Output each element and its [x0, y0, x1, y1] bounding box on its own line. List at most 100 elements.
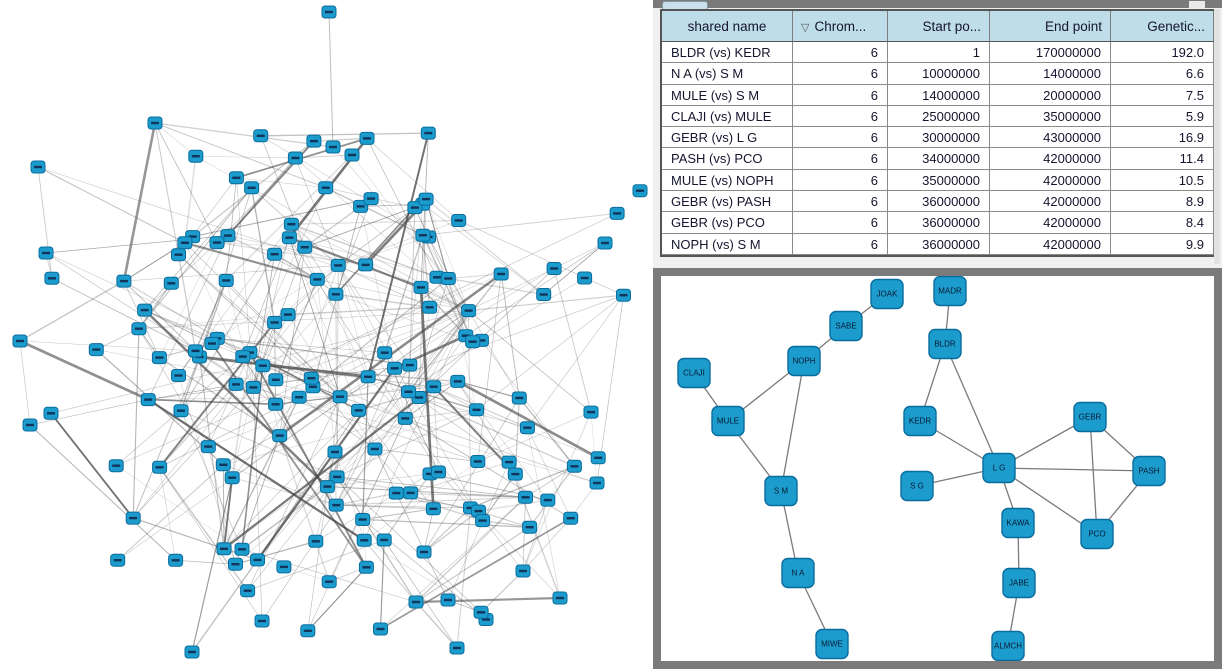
- graph-edge[interactable]: [138, 328, 209, 447]
- graph-node[interactable]: [240, 584, 256, 598]
- graph-edge[interactable]: [363, 310, 469, 541]
- graph-node-l-g[interactable]: L G: [982, 452, 1016, 484]
- graph-edge[interactable]: [123, 280, 160, 358]
- graph-edge[interactable]: [148, 396, 341, 400]
- graph-node[interactable]: [566, 459, 582, 473]
- table-cell[interactable]: 42000000: [990, 148, 1111, 170]
- graph-node-madr[interactable]: MADR: [933, 276, 967, 307]
- graph-edge[interactable]: [154, 122, 334, 148]
- graph-edge[interactable]: [199, 355, 369, 379]
- graph-edge[interactable]: [420, 287, 469, 311]
- graph-edge[interactable]: [340, 396, 598, 484]
- graph-edge[interactable]: [96, 349, 341, 397]
- graph-node[interactable]: [552, 591, 568, 605]
- scrollbar-fragment[interactable]: [1189, 1, 1205, 8]
- graph-edge[interactable]: [366, 138, 438, 278]
- column-header-shared-name[interactable]: shared name: [662, 11, 793, 42]
- graph-edge[interactable]: [476, 294, 624, 411]
- graph-node-almch[interactable]: ALMCH: [991, 630, 1025, 661]
- graph-node[interactable]: [507, 467, 523, 481]
- graph-node[interactable]: [125, 511, 141, 525]
- column-header-genetic---[interactable]: Genetic...: [1111, 11, 1214, 42]
- graph-edge[interactable]: [216, 242, 305, 248]
- graph-node[interactable]: [250, 553, 265, 567]
- graph-edge[interactable]: [232, 310, 469, 478]
- graph-edge[interactable]: [364, 203, 424, 266]
- graph-edge[interactable]: [132, 387, 254, 519]
- graph-node[interactable]: [147, 116, 163, 130]
- graph-node[interactable]: [188, 344, 203, 358]
- graph-node[interactable]: [332, 390, 348, 404]
- graph-edge[interactable]: [315, 451, 336, 542]
- graph-edge[interactable]: [480, 570, 524, 613]
- graph-edge[interactable]: [500, 273, 520, 399]
- graph-edge[interactable]: [298, 396, 376, 450]
- graph-node[interactable]: [267, 316, 283, 329]
- graph-edge[interactable]: [518, 397, 575, 467]
- graph-node-s-m[interactable]: S M: [764, 475, 798, 507]
- graph-node[interactable]: [245, 380, 261, 394]
- graph-node[interactable]: [171, 248, 186, 262]
- panel-tab-fragment[interactable]: [662, 1, 708, 9]
- table-cell[interactable]: 6: [793, 84, 888, 106]
- graph-edge[interactable]: [415, 526, 530, 603]
- graph-edge[interactable]: [380, 496, 526, 630]
- graph-node[interactable]: [255, 359, 271, 373]
- graph-node[interactable]: [597, 236, 613, 250]
- graph-edge[interactable]: [247, 310, 469, 591]
- graph-edge[interactable]: [327, 486, 526, 498]
- graph-node[interactable]: [224, 471, 240, 485]
- graph-node[interactable]: [420, 126, 436, 140]
- table-cell[interactable]: 11.4: [1111, 148, 1214, 170]
- graph-edge[interactable]: [289, 237, 359, 411]
- graph-edge[interactable]: [289, 237, 341, 397]
- graph-edge[interactable]: [335, 198, 372, 295]
- table-row[interactable]: GEBR (vs) PCO 6 36000000 42000000 8.4: [662, 212, 1214, 234]
- graph-edge[interactable]: [522, 411, 592, 572]
- table-cell[interactable]: 42000000: [990, 233, 1111, 255]
- graph-edge[interactable]: [380, 517, 572, 630]
- graph-node[interactable]: [276, 560, 292, 574]
- graph-edge[interactable]: [425, 198, 545, 296]
- graph-node[interactable]: [253, 129, 269, 143]
- graph-edge[interactable]: [289, 237, 341, 397]
- graph-edge[interactable]: [328, 418, 406, 582]
- table-row[interactable]: GEBR (vs) L G 6 30000000 43000000 16.9: [662, 127, 1214, 149]
- graph-edge[interactable]: [19, 339, 149, 401]
- filter-funnel-icon[interactable]: ▽: [801, 22, 810, 34]
- table-cell[interactable]: 6: [793, 42, 888, 64]
- graph-node[interactable]: [171, 369, 186, 382]
- graph-node[interactable]: [425, 502, 441, 516]
- graph-edge[interactable]: [253, 387, 263, 622]
- table-cell[interactable]: 9.9: [1111, 233, 1214, 255]
- graph-node[interactable]: [330, 258, 346, 272]
- table-cell[interactable]: 6: [793, 127, 888, 149]
- graph-edge[interactable]: [261, 310, 469, 622]
- table-cell[interactable]: 14000000: [990, 63, 1111, 85]
- table-cell[interactable]: BLDR (vs) KEDR: [662, 42, 793, 64]
- graph-edge[interactable]: [336, 492, 397, 506]
- graph-edge[interactable]: [253, 213, 618, 388]
- graph-node[interactable]: [12, 334, 28, 348]
- graph-node[interactable]: [216, 542, 232, 556]
- graph-node[interactable]: [151, 351, 167, 365]
- table-cell[interactable]: GEBR (vs) PASH: [662, 191, 793, 213]
- graph-node[interactable]: [449, 641, 465, 655]
- graph-node[interactable]: [228, 557, 243, 571]
- graph-edge[interactable]: [287, 265, 339, 315]
- graph-edge[interactable]: [383, 473, 431, 541]
- graph-edge[interactable]: [998, 467, 1098, 535]
- graph-node[interactable]: [355, 513, 371, 526]
- graph-node[interactable]: [283, 217, 299, 231]
- graph-edge[interactable]: [476, 409, 599, 459]
- graph-edge[interactable]: [338, 265, 430, 308]
- graph-edge[interactable]: [191, 477, 233, 653]
- graph-edge[interactable]: [291, 223, 438, 278]
- graph-edge[interactable]: [217, 338, 385, 354]
- graph-edge[interactable]: [327, 473, 431, 487]
- table-cell[interactable]: 6: [793, 148, 888, 170]
- graph-node[interactable]: [469, 403, 484, 417]
- graph-edge[interactable]: [332, 146, 449, 279]
- graph-edge[interactable]: [418, 268, 555, 398]
- graph-node[interactable]: [536, 288, 552, 301]
